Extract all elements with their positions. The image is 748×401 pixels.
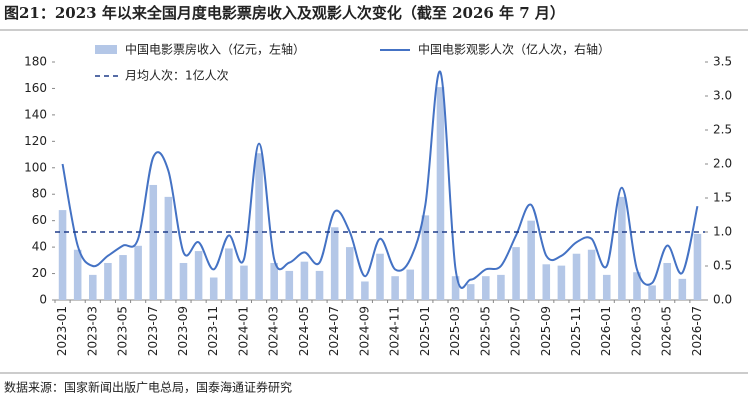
chart-title: 图21：2023 年以来全国月度电影票房收入及观影人次变化（截至 2026 年 … (4, 4, 565, 22)
bar (512, 247, 520, 300)
y2-tick-label: 1.5 (713, 191, 732, 205)
x-tick-label: 2026-05 (660, 306, 674, 356)
y-tick-label: 140 (24, 107, 47, 121)
y-tick-label: 20 (32, 266, 47, 280)
bar (134, 245, 142, 300)
bar (557, 265, 566, 300)
y-tick-label: 160 (24, 81, 47, 95)
bar (58, 210, 67, 300)
bar (164, 196, 173, 300)
x-tick-label: 2023-03 (85, 306, 99, 356)
bar (406, 269, 415, 300)
x-tick-label: 2025-07 (509, 306, 523, 356)
x-tick-label: 2025-03 (448, 306, 462, 356)
x-tick-label: 2025-05 (478, 306, 492, 356)
legend-label: 月均人次：1亿人次 (125, 68, 229, 83)
bar (693, 233, 702, 300)
bar (285, 270, 294, 300)
x-tick-label: 2024-07 (327, 306, 341, 356)
legend-swatch (95, 45, 117, 54)
y-tick-label: 60 (32, 213, 47, 227)
bar (451, 276, 460, 300)
bar (663, 262, 671, 300)
y-tick-label: 100 (24, 160, 47, 174)
line (61, 70, 699, 289)
y-tick-label: 40 (32, 240, 47, 254)
source-note: 数据来源：国家新闻出版广电总局，国泰海通证券研究 (4, 380, 292, 395)
bar (330, 227, 339, 300)
y2-tick-label: 0.5 (713, 259, 732, 273)
x-tick-label: 2025-11 (569, 306, 583, 356)
y2-tick-label: 3.0 (713, 89, 732, 103)
bar (542, 264, 551, 300)
bar (633, 272, 641, 300)
bar (315, 270, 324, 300)
bar (436, 87, 445, 300)
x-tick-label: 2024-01 (236, 306, 250, 356)
bar (602, 274, 611, 300)
bar (572, 253, 581, 300)
bar (149, 184, 158, 300)
x-tick-label: 2026-07 (690, 306, 704, 356)
y-tick-label: 0 (39, 293, 47, 307)
x-tick-label: 2024-03 (267, 306, 281, 356)
bar (255, 153, 263, 300)
bar (587, 249, 596, 300)
bar (648, 285, 656, 300)
bar (391, 276, 399, 300)
x-tick-label: 2026-03 (629, 306, 643, 356)
x-tick-label: 2024-05 (297, 306, 311, 356)
bar (270, 262, 278, 300)
bar (678, 278, 687, 300)
bar (89, 274, 97, 300)
bar (466, 284, 475, 300)
y2-tick-label: 3.5 (713, 55, 732, 69)
bar (618, 196, 626, 300)
bar (376, 253, 384, 300)
bar (482, 276, 490, 300)
legend-label: 中国电影观影人次（亿人次，右轴） (418, 42, 610, 57)
y-tick-label: 180 (24, 55, 47, 69)
x-tick-label: 2024-09 (357, 306, 371, 356)
y2-tick-label: 2.0 (713, 157, 732, 171)
x-tick-label: 2023-01 (55, 306, 69, 356)
bar (361, 281, 369, 300)
bar (497, 274, 505, 300)
bar (345, 247, 354, 300)
legend-label: 中国电影票房收入（亿元，左轴） (125, 42, 305, 57)
x-tick-label: 2023-11 (206, 306, 220, 356)
y-tick-label: 80 (32, 187, 47, 201)
y2-tick-label: 0.0 (713, 293, 732, 307)
bar (179, 262, 188, 300)
x-tick-label: 2023-05 (116, 306, 130, 356)
bar (209, 277, 218, 300)
bar (119, 255, 127, 300)
bar (421, 215, 430, 300)
bar (300, 261, 309, 300)
bar (73, 249, 82, 300)
x-tick-label: 2023-09 (176, 306, 190, 356)
bar (194, 251, 203, 300)
y2-tick-label: 1.0 (713, 225, 732, 239)
x-tick-label: 2025-01 (418, 306, 432, 356)
bar (527, 220, 535, 300)
y-tick-label: 120 (24, 134, 47, 148)
bar (240, 265, 248, 300)
x-tick-label: 2026-01 (599, 306, 613, 356)
bar (225, 248, 233, 300)
bar (104, 262, 112, 300)
x-tick-label: 2025-09 (539, 306, 553, 356)
x-tick-label: 2024-11 (388, 306, 402, 356)
y2-tick-label: 2.5 (713, 123, 732, 137)
x-tick-label: 2023-07 (146, 306, 160, 356)
